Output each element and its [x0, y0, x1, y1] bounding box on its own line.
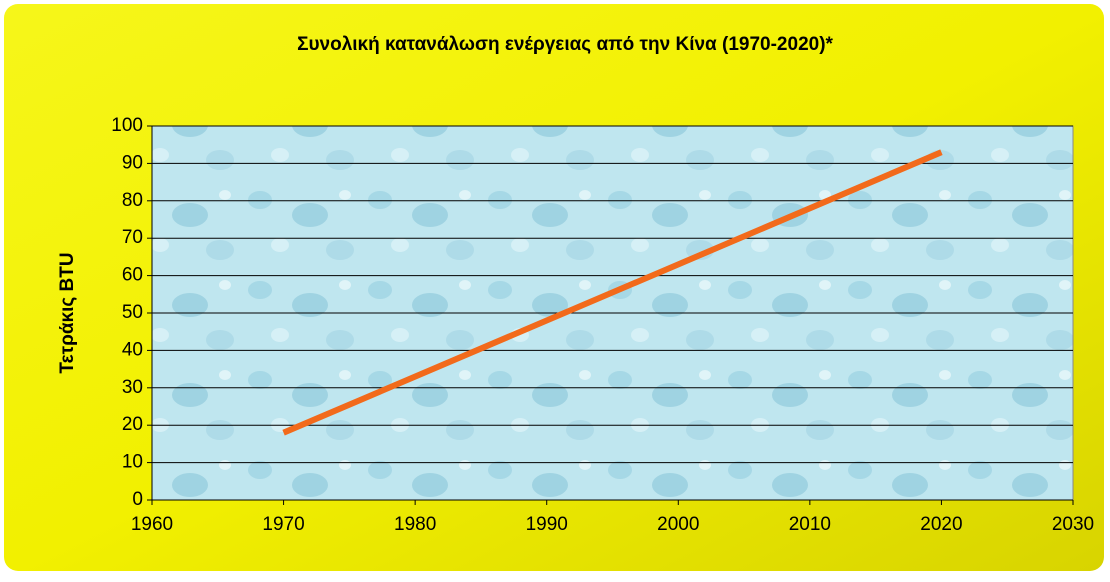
- x-tick-label: 1980: [394, 514, 436, 535]
- chart-title: Συνολική κατανάλωση ενέργειας από την Κί…: [297, 34, 833, 55]
- y-tick-label: 50: [122, 302, 143, 323]
- y-tick-label: 60: [122, 265, 143, 286]
- x-tick-label: 1960: [131, 514, 173, 535]
- y-axis-label: Τετράκις BTU: [57, 252, 78, 373]
- y-tick-label: 70: [122, 227, 143, 248]
- x-tick-label: 2000: [657, 514, 699, 535]
- y-tick-label: 20: [122, 414, 143, 435]
- y-tick-label: 100: [111, 115, 143, 136]
- y-tick-label: 0: [132, 489, 143, 510]
- y-tick-label: 40: [122, 339, 143, 360]
- x-tick-label: 2030: [1052, 514, 1094, 535]
- x-tick-label: 1990: [526, 514, 568, 535]
- x-tick-label: 2010: [789, 514, 831, 535]
- y-tick-label: 80: [122, 190, 143, 211]
- chart: Συνολική κατανάλωση ενέργειας από την Κί…: [0, 0, 1110, 577]
- y-tick-label: 10: [122, 452, 143, 473]
- x-tick-label: 1970: [262, 514, 304, 535]
- x-tick-label: 2020: [920, 514, 962, 535]
- y-tick-label: 30: [122, 377, 143, 398]
- y-tick-label: 90: [122, 152, 143, 173]
